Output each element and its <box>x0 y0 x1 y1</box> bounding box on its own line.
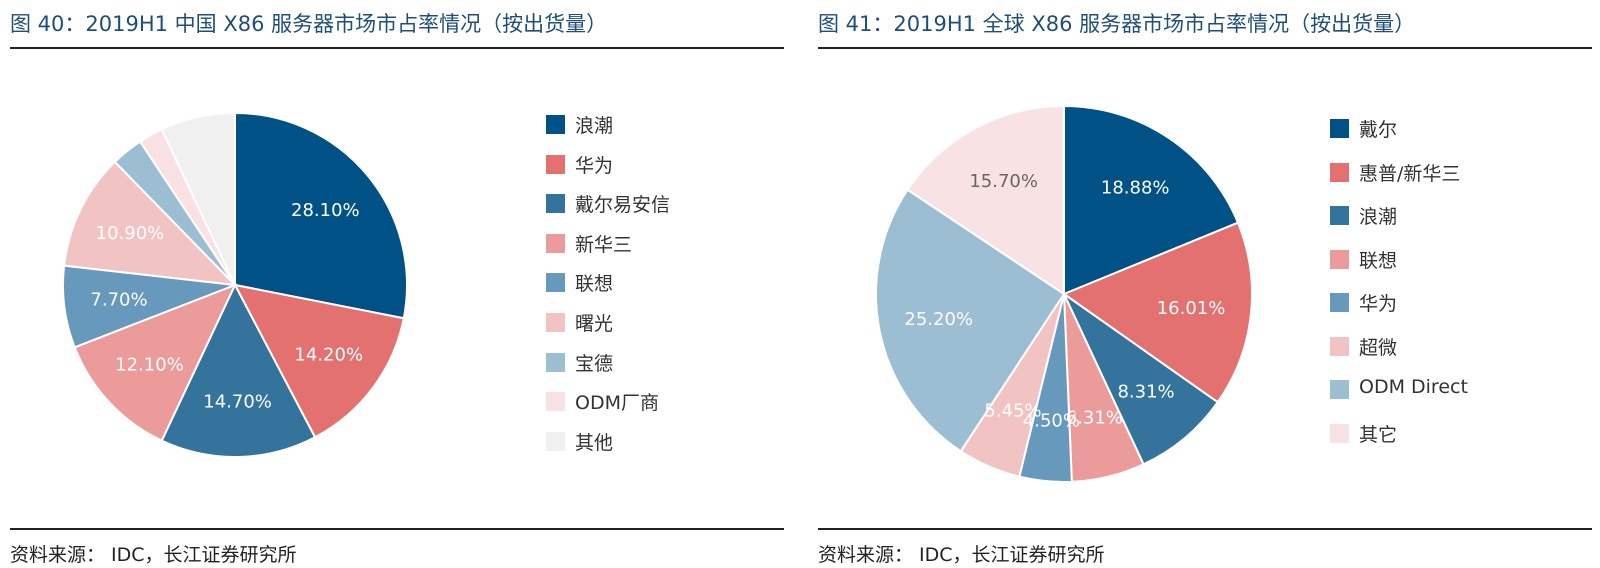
data-label: 8.31% <box>1117 382 1174 403</box>
data-label: 7.70% <box>90 290 147 311</box>
legend-label: 华为 <box>1359 293 1398 315</box>
data-label: 28.10% <box>291 200 360 221</box>
legend-swatch <box>546 154 565 174</box>
legend-label: ODM厂商 <box>575 392 659 415</box>
source-note: 资料来源： IDC，长江证券研究所 <box>818 544 1105 566</box>
legend-label: 超微 <box>1359 336 1398 359</box>
pie-slice-8 <box>906 104 1065 296</box>
pie-slice-3 <box>1061 291 1220 466</box>
legend-swatch <box>1330 119 1349 138</box>
legend-swatch <box>1330 293 1349 312</box>
chart-panel-china: 图 40：2019H1 中国 X86 服务器市场市占率情况（按出货量） 28.1… <box>10 0 784 568</box>
chart-panel-global: 图 41：2019H1 全球 X86 服务器市场市占率情况（按出货量） 18.8… <box>818 0 1592 568</box>
legend-swatch <box>546 194 565 214</box>
source-note: 资料来源： IDC，长江证券研究所 <box>10 544 297 566</box>
legend-swatch <box>1330 249 1349 269</box>
pie-slice-3 <box>160 282 317 458</box>
legend-label: 其他 <box>575 431 614 454</box>
data-label: 12.10% <box>115 354 184 375</box>
data-label: 10.90% <box>96 223 165 244</box>
data-label: 14.20% <box>294 344 363 365</box>
pie-slice-1 <box>1063 104 1240 296</box>
legend-label: 浪潮 <box>1359 206 1398 228</box>
pie-slice-1 <box>234 111 408 320</box>
legend-label: 戴尔 <box>1359 119 1398 141</box>
legend-swatch <box>1330 162 1349 182</box>
pie-slice-7 <box>875 188 1066 453</box>
legend-swatch <box>546 392 565 412</box>
source-divider <box>818 528 1592 530</box>
pie-chart-global: 18.88% 16.01% 8.31% 6.31%4.50%5.45% 25.20% 15… <box>875 104 1253 483</box>
legend-swatch <box>1330 336 1349 356</box>
pie-slice-4 <box>73 283 237 442</box>
pie-slice-2 <box>233 283 405 439</box>
title-divider <box>818 47 1592 49</box>
pie-chart-china: 28.10% 14.20% 14.70% 12.10% 7.70% 10.90% <box>62 111 408 458</box>
legend-swatch <box>1330 380 1349 399</box>
legend-label: 戴尔易安信 <box>575 194 671 217</box>
data-label: 16.01% <box>1157 298 1226 319</box>
legend-label: 曙光 <box>575 313 614 335</box>
legend-label: 其它 <box>1359 423 1398 446</box>
data-label: 25.20% <box>904 309 973 330</box>
pie-slice-9 <box>160 111 236 286</box>
legend-label: 浪潮 <box>575 115 614 137</box>
data-label: 5.45% <box>984 401 1041 422</box>
legend-label: ODM Direct <box>1359 376 1468 398</box>
legend-label: 联想 <box>575 273 614 296</box>
figure-title: 图 40：2019H1 中国 X86 服务器市场市占率情况（按出货量） <box>10 12 608 36</box>
legend-label: 惠普/新华三 <box>1359 162 1461 185</box>
data-label: 15.70% <box>969 171 1038 192</box>
legend-swatch <box>546 273 565 293</box>
legend-swatch <box>1330 206 1349 225</box>
data-label: 6.31% <box>1066 408 1123 429</box>
legend-label: 新华三 <box>575 233 633 256</box>
legend-label: 宝德 <box>575 352 614 375</box>
figure-title: 图 41：2019H1 全球 X86 服务器市场市占率情况（按出货量） <box>818 12 1416 36</box>
legend-swatch <box>546 352 565 372</box>
source-divider <box>10 528 784 530</box>
legend-label: 华为 <box>575 154 614 177</box>
data-label: 4.50% <box>1023 411 1080 432</box>
data-label: 18.88% <box>1101 177 1170 198</box>
data-label: 14.70% <box>203 391 272 412</box>
legend-swatch <box>546 431 565 451</box>
legend-swatch <box>546 233 565 253</box>
legend-swatch <box>546 313 565 332</box>
title-divider <box>10 47 784 49</box>
pie-slice-2 <box>1061 221 1253 404</box>
legend-swatch <box>1330 423 1349 443</box>
pie-slice-6 <box>62 160 238 287</box>
legend-label: 联想 <box>1359 249 1398 272</box>
legend-swatch <box>546 115 565 134</box>
